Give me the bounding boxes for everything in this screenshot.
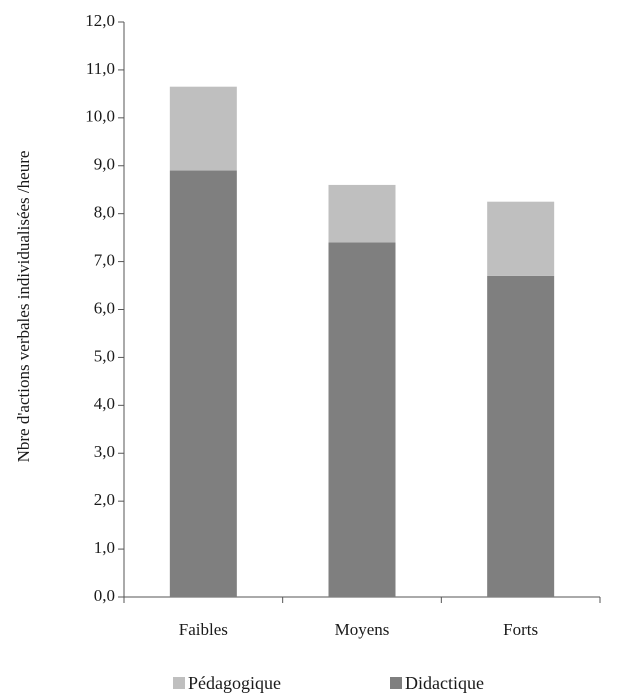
legend-swatch bbox=[390, 677, 402, 689]
y-tick-label: 5,0 bbox=[94, 346, 115, 365]
legend-swatch bbox=[173, 677, 185, 689]
y-tick-label: 11,0 bbox=[86, 59, 115, 78]
y-tick-label: 0,0 bbox=[94, 586, 115, 605]
legend-label: Didactique bbox=[405, 673, 484, 693]
y-tick-label: 3,0 bbox=[94, 442, 115, 461]
x-category-label: Moyens bbox=[335, 620, 390, 639]
y-axis: 0,0 1,0 2,0 3,0 4,0 5,0 6,0 7,0 8,0 9,0 10,0 11,0 12… bbox=[85, 11, 125, 605]
bars bbox=[169, 86, 555, 597]
bar-segment-didactique bbox=[169, 170, 237, 597]
x-axis: Faibles Moyens Forts bbox=[123, 596, 601, 639]
x-category-label: Forts bbox=[503, 620, 538, 639]
y-tick-label: 9,0 bbox=[94, 155, 115, 174]
y-tick-label: 1,0 bbox=[94, 538, 115, 557]
y-tick-label: 12,0 bbox=[85, 11, 115, 30]
y-tick-label: 2,0 bbox=[94, 490, 115, 509]
bar-segment-p-dagogique bbox=[328, 184, 396, 243]
bar-segment-didactique bbox=[487, 275, 555, 597]
y-tick-label: 7,0 bbox=[94, 250, 115, 269]
bar-segment-p-dagogique bbox=[487, 201, 555, 276]
legend: Pédagogique Didactique bbox=[173, 673, 484, 693]
y-axis-title-group: Nbre d'actions verbales individualisées … bbox=[14, 151, 33, 463]
y-tick-label: 10,0 bbox=[85, 107, 115, 126]
y-tick-label: 8,0 bbox=[94, 203, 115, 222]
bar-segment-didactique bbox=[328, 242, 396, 597]
legend-label: Pédagogique bbox=[188, 673, 281, 693]
x-category-label: Faibles bbox=[179, 620, 228, 639]
y-axis-title: Nbre d'actions verbales individualisées … bbox=[14, 151, 33, 463]
y-tick-label: 6,0 bbox=[94, 298, 115, 317]
bar-segment-p-dagogique bbox=[169, 86, 237, 171]
y-tick-label: 4,0 bbox=[94, 394, 115, 413]
